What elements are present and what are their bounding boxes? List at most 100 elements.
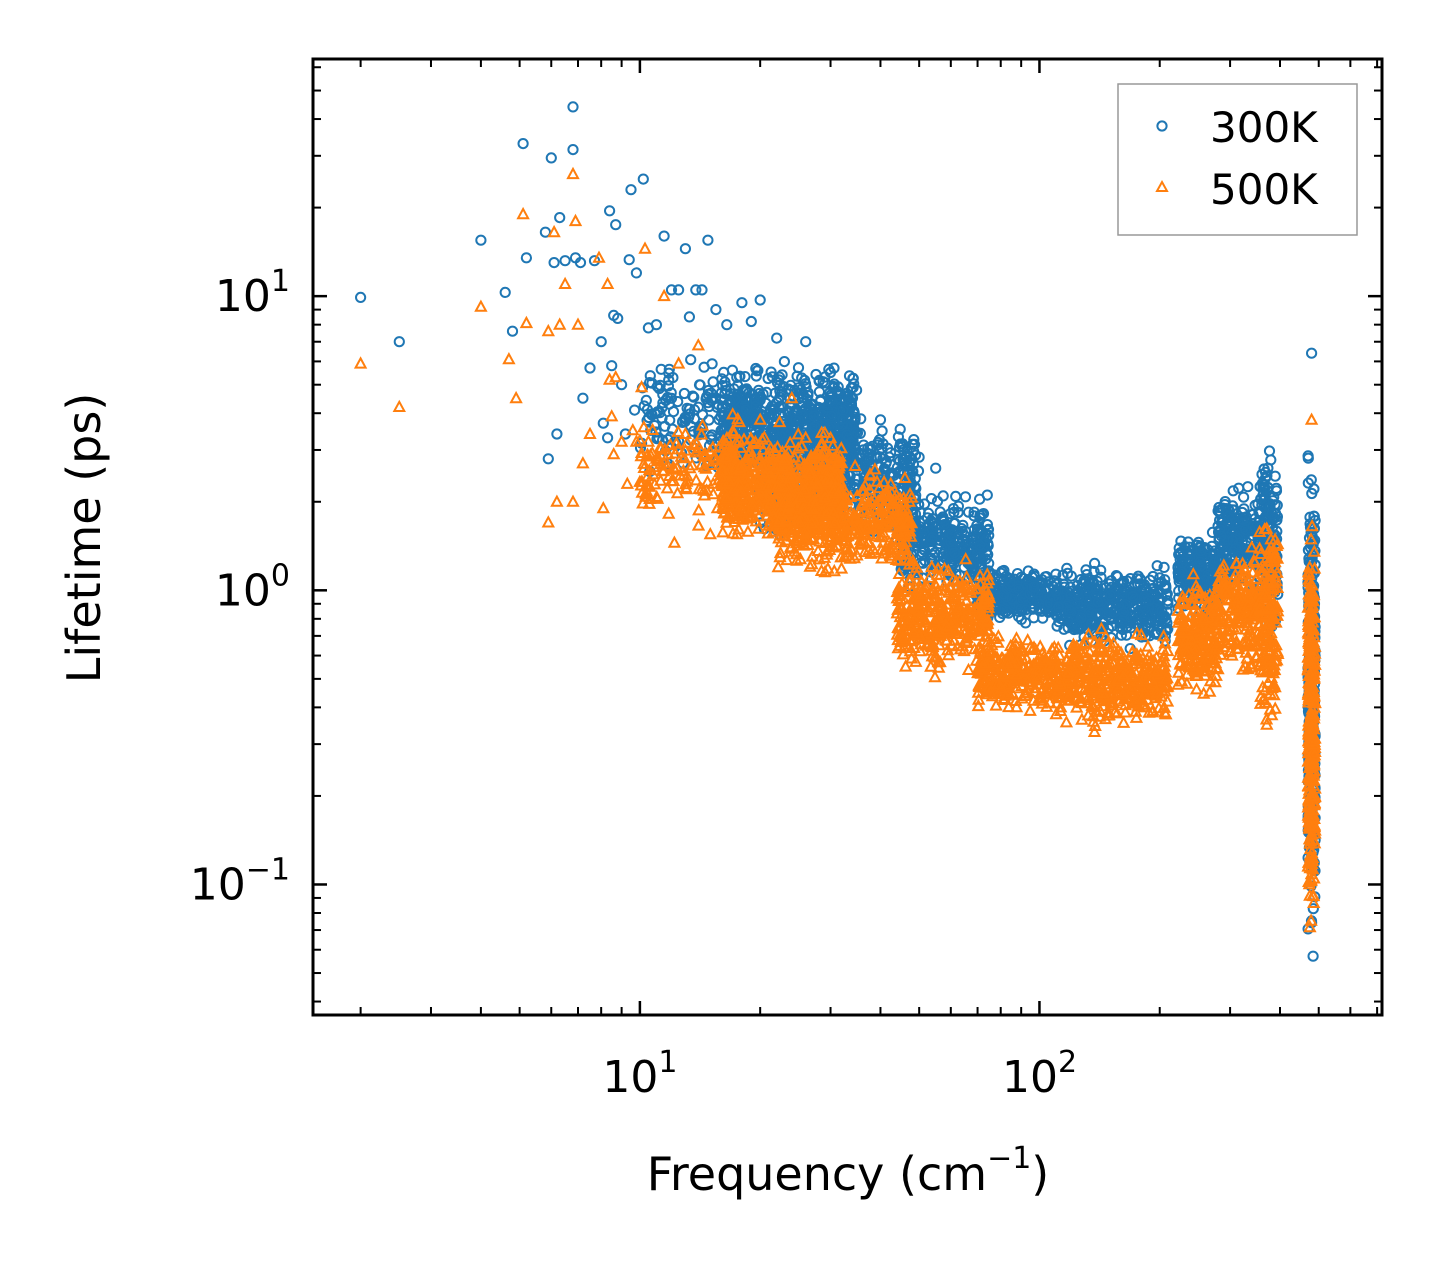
point-300k	[777, 380, 790, 393]
points-layer	[353, 101, 1322, 962]
point-300k	[974, 539, 986, 551]
point-300k	[1075, 612, 1087, 624]
point-300k	[1306, 347, 1318, 359]
point-300k	[1156, 610, 1169, 622]
point-300k	[393, 336, 405, 348]
point-300k	[1129, 592, 1141, 605]
point-300k	[1072, 597, 1084, 610]
point-300k	[721, 319, 733, 331]
point-300k	[706, 429, 718, 441]
point-300k	[710, 392, 722, 404]
point-300k	[641, 414, 653, 426]
point-300k	[917, 557, 929, 569]
point-300k	[595, 336, 607, 348]
point-300k	[773, 371, 786, 383]
point-300k	[506, 325, 519, 337]
point-300k	[982, 523, 995, 536]
point-300k	[1159, 574, 1171, 586]
point-300k	[768, 427, 780, 439]
point-300k	[1090, 608, 1102, 620]
point-300k	[855, 413, 867, 425]
point-300k	[956, 525, 968, 538]
point-300k	[1064, 604, 1076, 616]
point-300k	[650, 319, 663, 331]
point-300k	[902, 460, 914, 472]
point-300k	[1081, 569, 1093, 581]
point-300k	[771, 332, 783, 344]
point-300k	[1158, 580, 1170, 593]
point-300k	[719, 376, 731, 388]
point-300k	[844, 396, 856, 408]
point-300k	[740, 404, 752, 416]
point-300k	[983, 529, 995, 542]
point-300k	[843, 370, 856, 382]
point-300k	[1158, 561, 1170, 574]
point-300k	[688, 391, 700, 403]
point-300k	[1083, 606, 1095, 618]
point-300k	[1117, 600, 1130, 612]
point-300k	[1058, 578, 1070, 591]
point-300k	[1050, 585, 1063, 597]
point-300k	[658, 230, 670, 242]
point-300k	[832, 389, 844, 401]
point-300k	[584, 362, 596, 374]
point-300k	[588, 255, 601, 267]
point-300k	[665, 284, 678, 296]
point-300k	[559, 255, 571, 267]
point-300k	[1058, 623, 1070, 635]
point-300k	[1095, 564, 1107, 576]
point-300k	[679, 411, 691, 423]
point-300k	[1020, 604, 1032, 616]
point-300k	[929, 547, 941, 559]
point-300k	[1090, 584, 1103, 597]
point-300k	[1216, 516, 1228, 529]
point-300k	[1140, 584, 1152, 596]
point-300k	[1258, 483, 1271, 495]
point-300k	[1227, 485, 1239, 497]
point-300k	[800, 336, 812, 348]
point-300k	[1265, 454, 1277, 466]
point-300k	[499, 286, 511, 298]
point-300k	[817, 424, 830, 436]
point-300k	[702, 234, 714, 246]
point-300k	[644, 370, 656, 382]
point-300k	[813, 386, 826, 398]
point-300k	[539, 226, 552, 238]
point-300k	[877, 453, 889, 465]
point-300k	[651, 406, 664, 418]
point-300k	[1110, 570, 1122, 582]
point-300k	[851, 473, 864, 485]
point-300k	[837, 413, 849, 425]
point-300k	[849, 411, 861, 423]
point-300k	[952, 506, 964, 519]
point-300k	[616, 379, 628, 391]
point-300k	[520, 252, 533, 264]
point-300k	[930, 462, 942, 474]
point-300k	[1214, 524, 1226, 536]
point-300k	[1237, 514, 1249, 526]
point-300k	[841, 429, 853, 441]
point-300k	[1118, 606, 1130, 618]
point-300k	[1015, 603, 1027, 616]
point-300k	[698, 361, 710, 373]
point-300k	[1223, 510, 1235, 522]
point-300k	[776, 369, 788, 381]
point-300k	[1242, 481, 1254, 493]
point-300k	[823, 363, 835, 375]
point-300k	[1238, 491, 1250, 503]
point-300k	[667, 406, 680, 418]
point-300k	[946, 529, 958, 541]
point-300k	[1181, 549, 1194, 561]
point-300k	[872, 439, 884, 451]
point-300k	[973, 551, 986, 563]
point-300k	[567, 144, 579, 156]
point-300k	[918, 498, 931, 510]
point-300k	[1006, 593, 1018, 605]
point-300k	[825, 410, 837, 422]
point-300k	[917, 543, 929, 555]
point-300k	[654, 379, 666, 391]
point-300k	[745, 315, 757, 328]
point-300k	[1118, 582, 1130, 594]
point-300k	[931, 495, 944, 507]
